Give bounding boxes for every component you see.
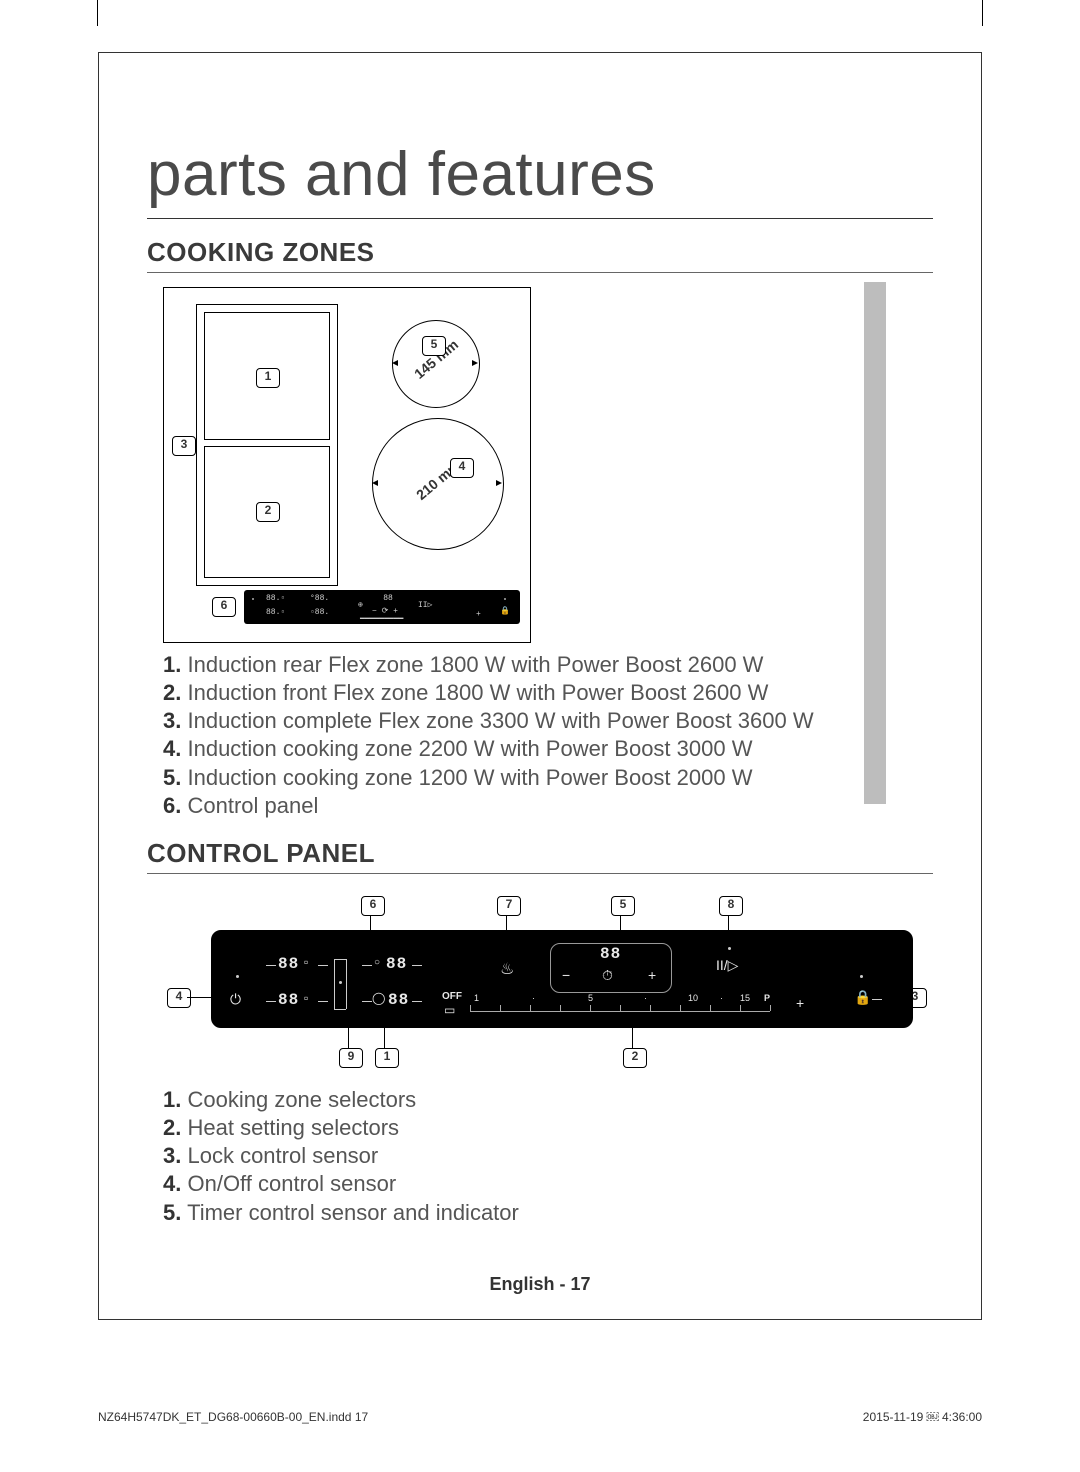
zone-badge-1: 1 xyxy=(256,368,280,388)
list-item: 3. Lock control sensor xyxy=(163,1142,933,1170)
panel-badge-4: 4 xyxy=(167,988,191,1008)
list-item: 1. Cooking zone selectors xyxy=(163,1086,933,1114)
heat-slider xyxy=(470,1011,770,1012)
zones-spec-list: 1. Induction rear Flex zone 1800 W with … xyxy=(163,651,933,820)
zone-icon-rear: ▫ xyxy=(304,955,308,969)
page-title: parts and features xyxy=(147,139,933,219)
zone-badge-2: 2 xyxy=(256,502,280,522)
pause-play-icon: II/▷ xyxy=(716,957,738,974)
section-cooking-zones: COOKING ZONES xyxy=(147,237,933,273)
slider-mark-dot: · xyxy=(720,993,723,1003)
slider-mark: 15 xyxy=(740,993,750,1003)
plus-icon: + xyxy=(648,967,656,983)
zone-display: 88 xyxy=(386,955,407,973)
list-item: 2. Induction front Flex zone 1800 W with… xyxy=(163,679,933,707)
dim-arrow xyxy=(496,480,502,486)
crop-mark xyxy=(982,0,983,26)
panel-badge-5: 5 xyxy=(611,896,635,916)
panel-badge-9: 9 xyxy=(339,1048,363,1068)
panel-spec-list: 1. Cooking zone selectors 2. Heat settin… xyxy=(163,1086,933,1227)
zone-badge-3: 3 xyxy=(172,436,196,456)
lock-icon: 🔒 xyxy=(854,989,871,1006)
panel-badge-2: 2 xyxy=(623,1048,647,1068)
crop-mark xyxy=(97,0,98,26)
slider-mark-dot: · xyxy=(532,993,535,1003)
slider-mark: P xyxy=(764,993,770,1003)
page-frame: parts and features COOKING ZONES 1 2 3 1… xyxy=(98,52,982,1320)
large-ring-icon: ◯ xyxy=(372,991,385,1005)
slider-mark: 5 xyxy=(588,993,593,1003)
power-icon: ⏻ xyxy=(230,991,241,1008)
page-footer: English - 17 xyxy=(99,1274,981,1295)
print-metadata: NZ64H5747DK_ET_DG68-00660B-00_EN.indd 17… xyxy=(98,1410,982,1424)
slider-mark: 10 xyxy=(688,993,698,1003)
zone-display: 88 xyxy=(278,955,299,973)
boost-plus-icon: + xyxy=(796,995,804,1011)
zone-badge-4: 4 xyxy=(450,458,474,478)
panel-badge-8: 8 xyxy=(719,896,743,916)
section-control-panel: CONTROL PANEL xyxy=(147,838,933,874)
dim-arrow xyxy=(472,360,478,366)
dim-arrow xyxy=(392,360,398,366)
zone-badge-6: 6 xyxy=(212,597,236,617)
zone-display: 88 xyxy=(278,991,299,1009)
pause-led xyxy=(728,947,731,950)
lock-led xyxy=(860,975,863,978)
zone-display: 88 xyxy=(388,991,409,1009)
list-item: 4. On/Off control sensor xyxy=(163,1170,933,1198)
panel-badge-1: 1 xyxy=(375,1048,399,1068)
list-item: 3. Induction complete Flex zone 3300 W w… xyxy=(163,707,933,735)
panel-badge-6: 6 xyxy=(361,896,385,916)
list-item: 4. Induction cooking zone 2200 W with Po… xyxy=(163,735,933,763)
print-timestamp: 2015-11-19 ￼ 4:36:00 xyxy=(863,1410,982,1424)
list-item: 5. Induction cooking zone 1200 W with Po… xyxy=(163,764,933,792)
list-item: 1. Induction rear Flex zone 1800 W with … xyxy=(163,651,933,679)
slider-off-icon: ▭ xyxy=(444,1003,455,1017)
timer-display: 88 xyxy=(600,945,621,963)
manual-page: parts and features COOKING ZONES 1 2 3 1… xyxy=(0,0,1080,1472)
list-item: 5. Timer control sensor and indicator xyxy=(163,1199,933,1227)
minus-icon: − xyxy=(562,967,570,983)
small-ring-icon: ○ xyxy=(374,957,380,968)
hob-mini-panel: 88.▫ 88.▫ °88. ▫88. ⊕ 88 − ⟳ + II▷ ━━━━━… xyxy=(244,590,520,624)
keep-warm-icon: ♨ xyxy=(500,959,514,979)
cooking-zones-figure: 1 2 3 145 mm 5 210 mm 4 6 88.▫ 88.▫ °88.… xyxy=(163,287,531,643)
zone-icon-front: ▫ xyxy=(304,991,308,1005)
panel-badge-7: 7 xyxy=(497,896,521,916)
zone-badge-5: 5 xyxy=(422,336,446,356)
slider-mark-dot: · xyxy=(644,993,647,1003)
slider-off-label: OFF xyxy=(442,991,462,1002)
control-panel-figure: 6 7 5 8 9 1 2 4 3 ⏻ xyxy=(163,888,923,1080)
timer-icon: ⏱ xyxy=(602,967,613,984)
indd-filename: NZ64H5747DK_ET_DG68-00660B-00_EN.indd 17 xyxy=(98,1410,368,1424)
slider-mark: 1 xyxy=(474,993,479,1003)
power-led xyxy=(236,975,239,978)
list-item: 6. Control panel xyxy=(163,792,933,820)
list-item: 2. Heat setting selectors xyxy=(163,1114,933,1142)
dim-arrow xyxy=(372,480,378,486)
control-panel-body: ⏻ 88 ▫ 88 ▫ ○ 88 xyxy=(211,930,913,1028)
